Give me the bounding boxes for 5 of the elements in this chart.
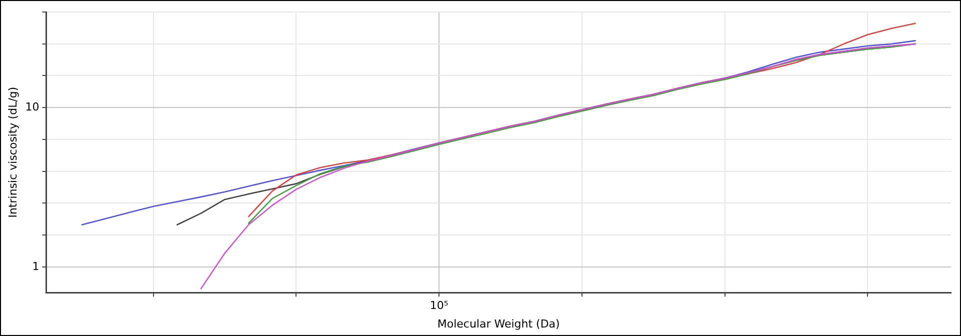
y-axis-title: Intrinsic viscosity (dL/g) [6, 86, 20, 218]
y-tick-label: 10 [25, 100, 40, 114]
x-axis-title: Molecular Weight (Da) [437, 317, 560, 330]
y-tick-label: 1 [32, 260, 40, 273]
x-tick-label: 10⁵ [430, 299, 448, 312]
